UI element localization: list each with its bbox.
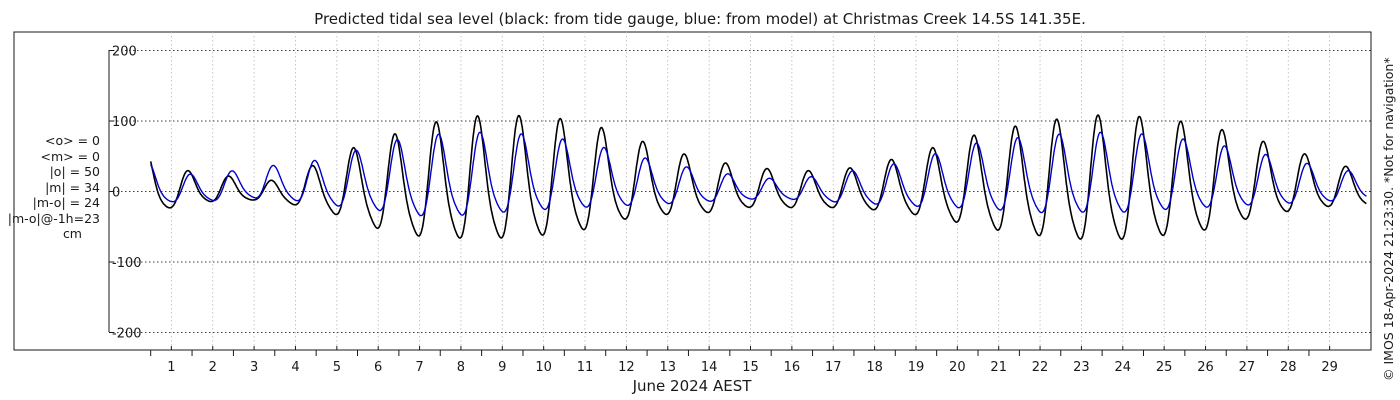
series-line-model (150, 131, 1367, 217)
grid (109, 32, 1371, 350)
chart-title: Predicted tidal sea level (black: from t… (314, 10, 1086, 28)
x-tick-label: 8 (457, 360, 465, 375)
x-tick-label: 10 (535, 360, 552, 375)
x-tick-label: 13 (659, 360, 676, 375)
x-tick-label: 27 (1239, 360, 1256, 375)
x-tick-label: 25 (1156, 360, 1173, 375)
x-tick-label: 18 (866, 360, 883, 375)
x-tick-label: 7 (415, 360, 423, 375)
x-tick-label: 3 (250, 360, 258, 375)
x-tick-label: 5 (333, 360, 341, 375)
x-tick-label: 21 (990, 360, 1007, 375)
x-tick-label: 22 (1032, 360, 1049, 375)
stat-unit: cm (62, 226, 82, 241)
series-line-gauge (149, 114, 1367, 240)
y-tick-label: 200 (112, 45, 137, 60)
x-tick-label: 9 (498, 360, 506, 375)
x-tick-label: 6 (374, 360, 382, 375)
stat-abs-model: |m| = 34 (45, 179, 100, 195)
x-tick-label: 17 (825, 360, 842, 375)
x-tick-label: 4 (291, 360, 299, 375)
plot-frame (13, 31, 1372, 351)
stats-panel: <o> = 0 <m> = 0 |o| = 50 |m| = 34 |m-o| … (0, 133, 100, 242)
x-tick-label: 2 (209, 360, 217, 375)
x-tick-label: 1 (167, 360, 175, 375)
x-axis: 1 2 3 4 5 6 7 8 9 10 11 12 13 14 15 16 17 18 19 20 21 22 23 24 2… (150, 346, 1338, 375)
stat-abs-diff: |m-o| = 24 (32, 195, 100, 210)
x-tick-label: 29 (1321, 360, 1338, 375)
stat-mean-obs: <o> = 0 (45, 133, 100, 148)
y-tick-label: 0 (112, 186, 120, 201)
x-tick-label: 20 (949, 360, 966, 375)
stat-mean-model: <m> = 0 (40, 148, 101, 164)
y-tick-label: -200 (112, 327, 142, 342)
x-tick-label: 23 (1073, 360, 1090, 375)
x-tick-label: 24 (1115, 360, 1132, 375)
x-tick-label: 15 (742, 360, 759, 375)
y-tick-label: -100 (112, 256, 142, 271)
y-axis: 200 100 0 -100 -200 (108, 45, 142, 342)
series-group (149, 114, 1367, 240)
x-tick-label: 14 (701, 360, 718, 375)
stat-abs-diff-lag: |m-o|@-1h=23 (7, 210, 100, 226)
y-tick-label: 100 (112, 115, 137, 130)
stat-abs-obs: |o| = 50 (49, 164, 100, 179)
x-tick-label: 11 (577, 360, 594, 375)
x-tick-label: 16 (784, 360, 801, 375)
copyright-note: © IMOS 18-Apr-2024 21:23:30. *Not for na… (1381, 57, 1396, 381)
x-axis-label: June 2024 AEST (632, 377, 753, 395)
x-tick-label: 26 (1197, 360, 1214, 375)
x-tick-label: 19 (908, 360, 925, 375)
x-tick-label: 12 (618, 360, 635, 375)
x-tick-label: 28 (1280, 360, 1297, 375)
